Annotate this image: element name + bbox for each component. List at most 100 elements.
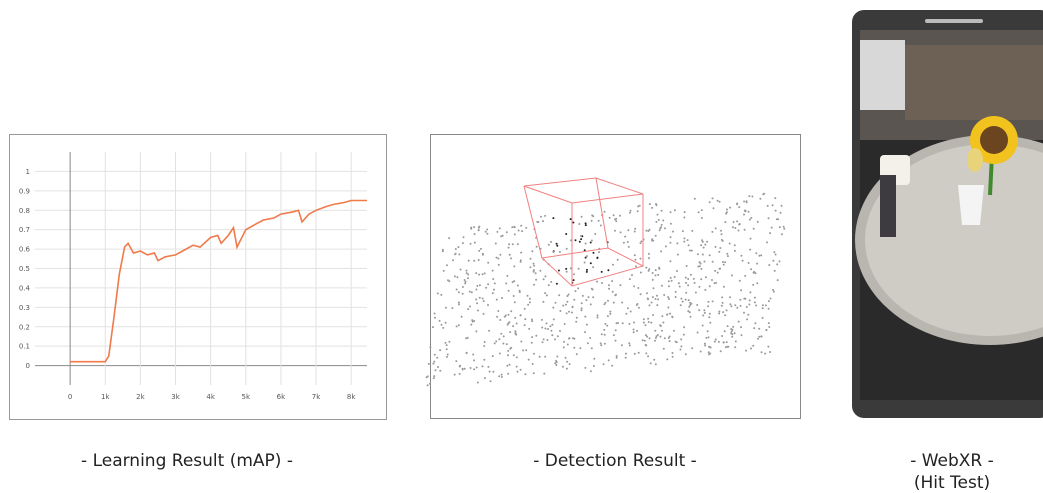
cloud-point (648, 257, 650, 259)
y-tick-label: 0.8 (19, 207, 30, 215)
cloud-point (603, 363, 605, 365)
cloud-point (748, 304, 750, 306)
cloud-point (566, 361, 568, 363)
cloud-point (708, 336, 710, 338)
cloud-point (451, 307, 453, 309)
cloud-point (774, 270, 776, 272)
cloud-point (707, 305, 709, 307)
cloud-point (609, 313, 611, 315)
cloud-point (508, 247, 510, 249)
cloud-point (662, 220, 664, 222)
cloud-point (472, 354, 474, 356)
cloud-point (581, 216, 583, 218)
cloud-point (750, 238, 752, 240)
cloud-point (476, 367, 478, 369)
cloud-point (729, 303, 731, 305)
cloud-point (750, 217, 752, 219)
cloud-point (704, 261, 706, 263)
cloud-point (571, 312, 573, 314)
cloud-point (722, 261, 724, 263)
cloud-point (547, 328, 549, 330)
cloud-point (630, 210, 632, 212)
cloud-point (517, 285, 519, 287)
cloud-point (462, 242, 464, 244)
cloud-point (508, 290, 510, 292)
cloud-point (466, 270, 468, 272)
cloud-point (479, 284, 481, 286)
cloud-point (543, 338, 545, 340)
cloud-point (517, 243, 519, 245)
cloud-point (721, 335, 723, 337)
cloud-point (469, 291, 471, 293)
cloud-point (670, 223, 672, 225)
cloud-point (471, 291, 473, 293)
cloud-point (524, 373, 526, 375)
cloud-point (600, 225, 602, 227)
y-tick-label: 0.7 (19, 226, 30, 234)
cloud-point (587, 342, 589, 344)
cloud-point (490, 380, 492, 382)
cloud-point (462, 286, 464, 288)
cloud-point (707, 330, 709, 332)
cloud-point (709, 353, 711, 355)
cloud-point (712, 300, 714, 302)
cloud-point (762, 304, 764, 306)
y-tick-label: 0 (26, 362, 30, 370)
cloud-point (447, 354, 449, 356)
cloud-point (497, 258, 499, 260)
cloud-point (434, 313, 436, 315)
cloud-point (768, 322, 770, 324)
cloud-point (643, 322, 645, 324)
cloud-point (586, 269, 588, 271)
cloud-point (492, 371, 494, 373)
cloud-point (457, 246, 459, 248)
cloud-point (694, 282, 696, 284)
cloud-point (747, 314, 749, 316)
cloud-point (633, 285, 635, 287)
cloud-point (772, 260, 774, 262)
cloud-point (656, 304, 658, 306)
cloud-point (428, 363, 430, 365)
cloud-point (719, 201, 721, 203)
cloud-point (502, 343, 504, 345)
cloud-point (683, 326, 685, 328)
cloud-point (531, 250, 533, 252)
cloud-point (456, 289, 458, 291)
cloud-point (592, 296, 594, 298)
cloud-point (708, 316, 710, 318)
cloud-point (604, 211, 606, 213)
cloud-point (509, 331, 511, 333)
cloud-point (683, 217, 685, 219)
cloud-point (604, 343, 606, 345)
cloud-point (631, 274, 633, 276)
cloud-point (533, 284, 535, 286)
cloud-point (679, 286, 681, 288)
cloud-point (651, 302, 653, 304)
cloud-point (557, 335, 559, 337)
cloud-point (498, 338, 500, 340)
cloud-point (652, 296, 654, 298)
cloud-point (462, 293, 464, 295)
cloud-point (668, 337, 670, 339)
cloud-point (514, 301, 516, 303)
cloud-point (754, 322, 756, 324)
cloud-point (536, 246, 538, 248)
cloud-point (762, 317, 764, 319)
cloud-point (512, 281, 514, 283)
cloud-point (565, 304, 567, 306)
cloud-point (433, 361, 435, 363)
cloud-point (507, 354, 509, 356)
cloud-point (528, 328, 530, 330)
cloud-point (537, 221, 539, 223)
cloud-point (696, 304, 698, 306)
cloud-point (672, 352, 674, 354)
cloud-point (487, 366, 489, 368)
cloud-point (616, 357, 618, 359)
cloud-point (499, 227, 501, 229)
cloud-point (474, 242, 476, 244)
cloud-point (554, 338, 556, 340)
cloud-point (765, 304, 767, 306)
cloud-point (613, 334, 615, 336)
cloud-point (674, 209, 676, 211)
cloud-point (655, 235, 657, 237)
